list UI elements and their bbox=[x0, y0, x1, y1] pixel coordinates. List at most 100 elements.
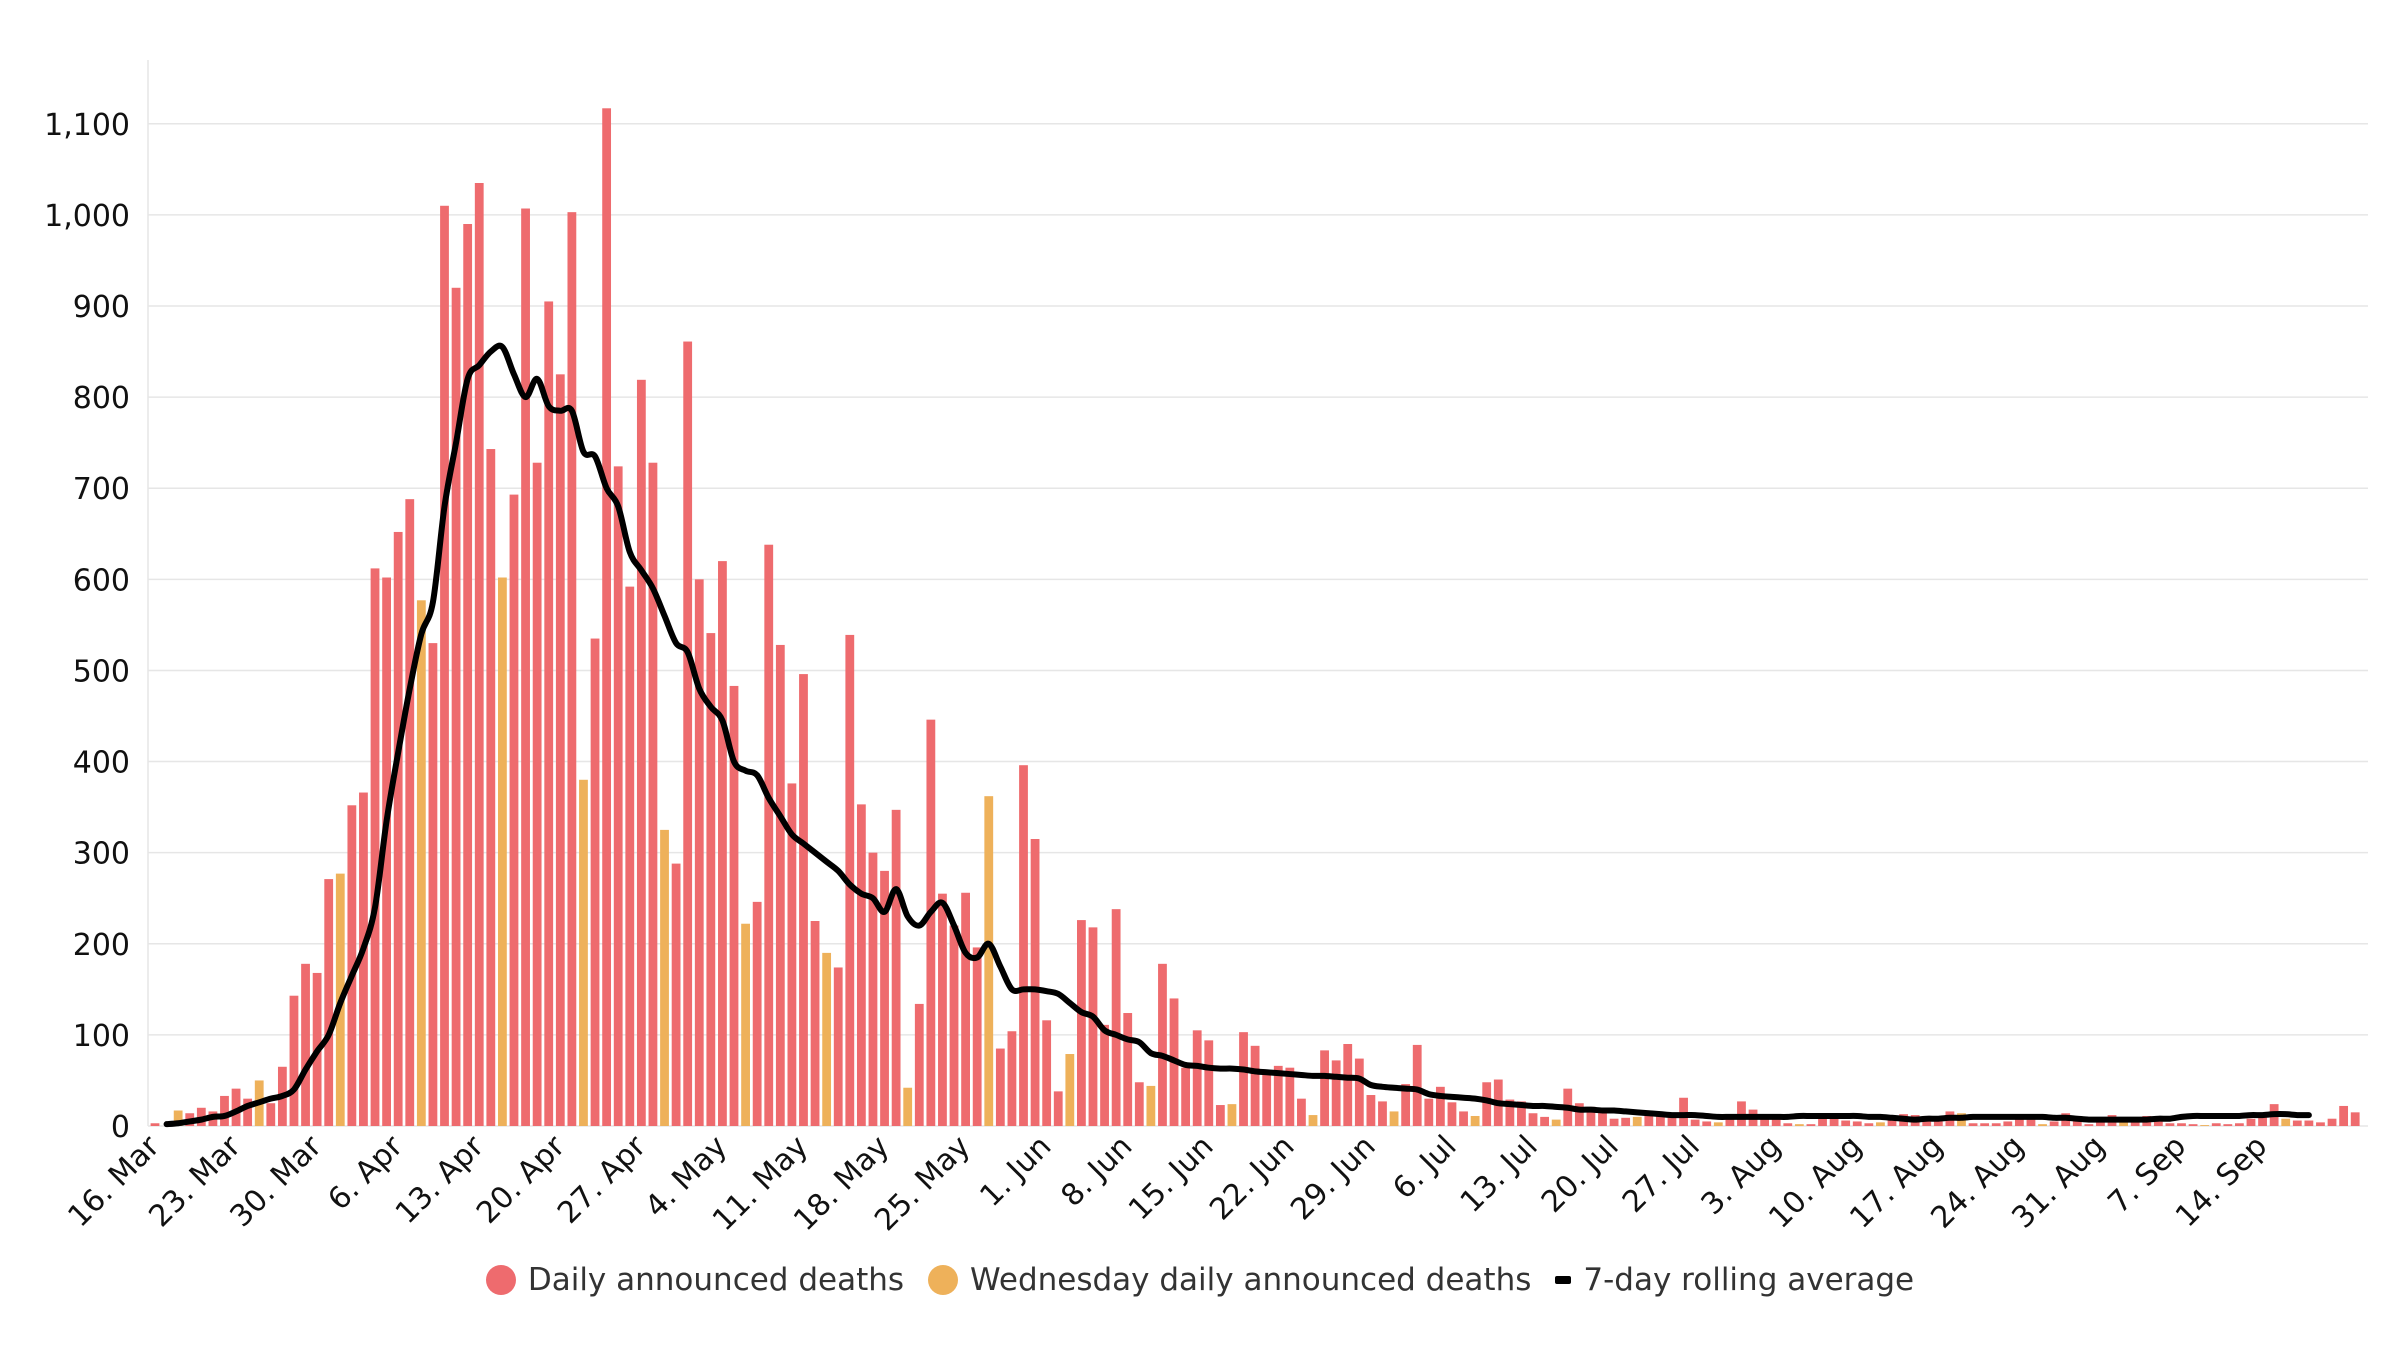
daily-bar[interactable] bbox=[2014, 1117, 2024, 1126]
daily-bar[interactable] bbox=[1366, 1095, 1376, 1126]
daily-bar[interactable] bbox=[729, 685, 739, 1126]
daily-bar[interactable] bbox=[880, 870, 889, 1126]
daily-bar[interactable] bbox=[1042, 1020, 1052, 1126]
daily-bar[interactable] bbox=[833, 967, 843, 1126]
daily-bar[interactable] bbox=[961, 892, 970, 1126]
daily-bar[interactable] bbox=[1019, 765, 1028, 1126]
daily-bar[interactable] bbox=[648, 462, 658, 1126]
daily-bar[interactable] bbox=[1980, 1123, 1990, 1126]
wednesday-bar[interactable] bbox=[2200, 1125, 2210, 1126]
legend-item-rolling[interactable]: 7-day rolling average bbox=[1555, 1262, 1914, 1298]
daily-bar[interactable] bbox=[1134, 1082, 1144, 1126]
rolling-average-line[interactable] bbox=[163, 342, 2312, 1128]
daily-bar[interactable] bbox=[1783, 1123, 1793, 1126]
wednesday-bar[interactable] bbox=[2281, 1118, 2291, 1126]
daily-bar[interactable] bbox=[266, 1103, 276, 1126]
wednesday-bar[interactable] bbox=[1065, 1054, 1075, 1126]
wednesday-bar[interactable] bbox=[822, 952, 832, 1126]
daily-bar[interactable] bbox=[1111, 909, 1121, 1126]
daily-bar[interactable] bbox=[1517, 1101, 1526, 1126]
daily-bar[interactable] bbox=[474, 183, 484, 1126]
daily-bar[interactable] bbox=[995, 1048, 1005, 1126]
daily-bar[interactable] bbox=[567, 212, 577, 1127]
daily-bar[interactable] bbox=[2339, 1105, 2349, 1126]
daily-bar[interactable] bbox=[1540, 1116, 1549, 1126]
daily-bar[interactable] bbox=[2130, 1120, 2140, 1126]
wednesday-bar[interactable] bbox=[1632, 1116, 1642, 1126]
daily-bar[interactable] bbox=[1007, 1031, 1017, 1126]
daily-bar[interactable] bbox=[2292, 1120, 2302, 1126]
wednesday-bar[interactable] bbox=[1551, 1119, 1561, 1126]
daily-bar[interactable] bbox=[1343, 1044, 1353, 1126]
wednesday-bar[interactable] bbox=[1308, 1115, 1318, 1126]
daily-bar[interactable] bbox=[1239, 1032, 1248, 1126]
daily-bar[interactable] bbox=[775, 644, 785, 1126]
daily-bar[interactable] bbox=[810, 921, 820, 1126]
daily-bar[interactable] bbox=[1667, 1116, 1677, 1126]
legend-item-wednesday[interactable]: Wednesday daily announced deaths bbox=[928, 1262, 1531, 1298]
daily-bar[interactable] bbox=[324, 879, 334, 1126]
daily-bar[interactable] bbox=[220, 1095, 229, 1126]
daily-bar[interactable] bbox=[1482, 1082, 1492, 1126]
daily-bar[interactable] bbox=[382, 577, 391, 1126]
wednesday-bar[interactable] bbox=[2119, 1122, 2128, 1126]
daily-bar[interactable] bbox=[301, 963, 310, 1126]
daily-bar[interactable] bbox=[2165, 1123, 2175, 1126]
wednesday-bar[interactable] bbox=[660, 829, 669, 1126]
daily-bar[interactable] bbox=[2096, 1120, 2105, 1126]
daily-bar[interactable] bbox=[1737, 1101, 1746, 1126]
daily-bar[interactable] bbox=[2235, 1123, 2244, 1126]
daily-bar[interactable] bbox=[1505, 1099, 1515, 1126]
daily-bar[interactable] bbox=[1586, 1106, 1596, 1126]
daily-bar[interactable] bbox=[671, 863, 681, 1126]
daily-bar[interactable] bbox=[694, 579, 704, 1126]
daily-bar[interactable] bbox=[706, 633, 716, 1126]
daily-bar[interactable] bbox=[1690, 1119, 1700, 1126]
daily-bar[interactable] bbox=[1829, 1116, 1839, 1126]
wednesday-bar[interactable] bbox=[1227, 1104, 1237, 1126]
daily-bar[interactable] bbox=[625, 586, 635, 1126]
wednesday-bar[interactable] bbox=[1794, 1124, 1804, 1126]
wednesday-bar[interactable] bbox=[579, 779, 588, 1126]
daily-bar[interactable] bbox=[602, 108, 612, 1127]
daily-bar[interactable] bbox=[718, 561, 727, 1126]
daily-bar[interactable] bbox=[1297, 1098, 1306, 1126]
daily-bar[interactable] bbox=[440, 205, 449, 1126]
daily-bar[interactable] bbox=[683, 341, 693, 1126]
daily-bar[interactable] bbox=[1320, 1050, 1329, 1126]
daily-bar[interactable] bbox=[289, 995, 299, 1126]
daily-bar[interactable] bbox=[1192, 1030, 1202, 1126]
daily-bar[interactable] bbox=[1435, 1086, 1445, 1126]
wednesday-bar[interactable] bbox=[741, 923, 750, 1126]
legend-item-daily[interactable]: Daily announced deaths bbox=[485, 1262, 904, 1298]
daily-bar[interactable] bbox=[856, 804, 866, 1126]
wednesday-bar[interactable] bbox=[1389, 1111, 1399, 1126]
daily-bar[interactable] bbox=[1574, 1103, 1584, 1126]
daily-bar[interactable] bbox=[1331, 1060, 1341, 1126]
daily-bar[interactable] bbox=[1077, 920, 1086, 1126]
wednesday-bar[interactable] bbox=[498, 577, 507, 1126]
daily-bar[interactable] bbox=[1273, 1065, 1283, 1126]
daily-bar[interactable] bbox=[1354, 1058, 1364, 1126]
daily-bar[interactable] bbox=[1771, 1116, 1781, 1126]
daily-bar[interactable] bbox=[938, 893, 947, 1126]
daily-bar[interactable] bbox=[891, 809, 901, 1126]
daily-bar[interactable] bbox=[1412, 1044, 1422, 1126]
daily-bar[interactable] bbox=[2188, 1124, 2198, 1126]
daily-bar[interactable] bbox=[486, 449, 496, 1126]
daily-bar[interactable] bbox=[636, 379, 646, 1126]
daily-bar[interactable] bbox=[2304, 1120, 2314, 1126]
daily-bar[interactable] bbox=[370, 568, 380, 1126]
daily-bar[interactable] bbox=[2211, 1123, 2221, 1126]
daily-bar[interactable] bbox=[1679, 1097, 1688, 1126]
daily-bar[interactable] bbox=[2223, 1124, 2233, 1126]
wednesday-bar[interactable] bbox=[1713, 1122, 1723, 1126]
daily-bar[interactable] bbox=[2003, 1121, 2013, 1126]
daily-bar[interactable] bbox=[1204, 1040, 1214, 1126]
daily-bar[interactable] bbox=[972, 947, 982, 1126]
daily-bar[interactable] bbox=[752, 901, 762, 1126]
daily-bar[interactable] bbox=[1053, 1091, 1063, 1126]
daily-bar[interactable] bbox=[1609, 1118, 1619, 1126]
daily-bar[interactable] bbox=[1760, 1115, 1770, 1126]
daily-bar[interactable] bbox=[347, 805, 357, 1126]
